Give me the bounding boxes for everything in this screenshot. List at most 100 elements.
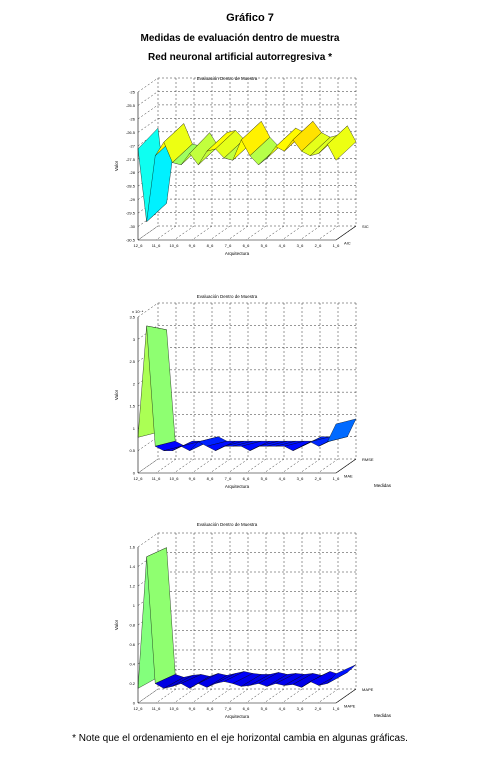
grid-line [317, 225, 339, 241]
x-tick-label: 4_6 [279, 476, 286, 481]
grid-line [137, 532, 159, 548]
z-axis-label: Medidas [374, 713, 392, 718]
grid-line [317, 458, 339, 474]
x-tick-label: 2_6 [315, 706, 322, 711]
grid-line [209, 458, 231, 474]
grid-line [281, 225, 303, 241]
y-axis-label: Valor [114, 619, 119, 630]
x-tick-label: 2_6 [315, 243, 322, 248]
chart-2: Evaluación Dentro de Muestra 0 0.5 1 1.5 2 2.5… [114, 294, 392, 489]
surface-patch [327, 125, 357, 161]
y-tick-label: 0.6 [129, 642, 135, 647]
y-tick-label: -27 [129, 143, 136, 148]
z-axis [335, 688, 357, 704]
depth-label: MAPE [362, 687, 374, 692]
y-tick-label: 1 [133, 603, 136, 608]
grid-line [299, 688, 321, 704]
x-tick-label: 4_6 [279, 706, 286, 711]
grid-line [245, 458, 267, 474]
y-tick-label: 0 [133, 471, 136, 476]
figure-subtitle: Medidas de evaluación dentro de muestra [140, 33, 340, 44]
chart-3: Evaluación Dentro de Muestra 0 0.2 0.4 0.6 0.… [114, 522, 392, 719]
grid-line [317, 688, 339, 704]
x-tick-label: 11_6 [152, 243, 161, 248]
x-tick-label: 1_6 [333, 476, 340, 481]
x-tick-label: 6_6 [243, 476, 250, 481]
y-tick-label: -26.5 [126, 130, 136, 135]
grid-line [137, 688, 159, 704]
x-tick-label: 7_6 [225, 243, 232, 248]
depth-label: SIC [362, 224, 369, 229]
x-tick-label: 10_6 [170, 243, 180, 248]
chart-title: Evaluación Dentro de Muestra [197, 522, 258, 527]
depth-label: AIC [344, 241, 351, 246]
x-tick-label: 11_6 [152, 476, 161, 481]
y-tick-label: 1.2 [129, 584, 135, 589]
grid-line [281, 688, 303, 704]
y-tick-label: 0.4 [129, 662, 135, 667]
x-tick-label: 5_6 [261, 243, 268, 248]
x-tick-label: 7_6 [225, 476, 232, 481]
x-tick-label: 5_6 [261, 706, 268, 711]
depth-label: MAPE [344, 704, 356, 709]
y-tick-label: -30 [129, 224, 136, 229]
y-tick-label: -29.5 [126, 211, 136, 216]
chart-title: Evaluación Dentro de Muestra [197, 294, 258, 299]
y-tick-label: 1.4 [129, 564, 135, 569]
x-tick-label: 9_6 [189, 706, 196, 711]
y-tick-label: -27.5 [126, 157, 136, 162]
grid-line [155, 458, 177, 474]
figure-title: Gráfico 7 [226, 12, 274, 24]
grid-line [263, 458, 285, 474]
grid-line [137, 225, 159, 241]
grid-line [191, 688, 213, 704]
x-tick-label: 12_6 [134, 706, 144, 711]
grid-line [299, 225, 321, 241]
grid-line [137, 458, 159, 474]
chart-title: Evaluación Dentro de Muestra [197, 76, 258, 81]
surface-patch [327, 664, 357, 684]
grid-line [137, 302, 159, 318]
y-tick-label: 3 [133, 337, 136, 342]
grid-line [245, 688, 267, 704]
x-tick-label: 8_6 [207, 243, 214, 248]
y-tick-label: 1.6 [129, 545, 135, 550]
y-tick-label: 0.5 [129, 448, 135, 453]
grid-line [209, 688, 231, 704]
x-tick-label: 5_6 [261, 476, 268, 481]
x-tick-label: 3_6 [297, 243, 304, 248]
grid-line [173, 458, 195, 474]
y-tick-label: 0 [133, 701, 136, 706]
y-tick-label: 0.8 [129, 623, 135, 628]
x-tick-label: 9_6 [189, 243, 196, 248]
y-scale-label: x 10⁻⁴ [132, 309, 144, 314]
grid-line [191, 458, 213, 474]
y-tick-label: -30.5 [126, 238, 136, 243]
grid-line [173, 688, 195, 704]
footnote: * Note que el ordenamiento en el eje hor… [72, 733, 408, 744]
grid-line [209, 225, 231, 241]
y-tick-label: 3.5 [129, 315, 135, 320]
y-tick-label: -25 [129, 90, 136, 95]
y-tick-label: -28 [129, 170, 136, 175]
grid-line [137, 77, 159, 93]
z-axis-label: Medidas [374, 483, 392, 488]
x-tick-label: 3_6 [297, 706, 304, 711]
depth-label: MAE [344, 474, 353, 479]
x-tick-label: 10_6 [170, 476, 180, 481]
grid-line [227, 458, 249, 474]
x-axis-label: Arquitectura [225, 251, 250, 256]
y-tick-label: -28.5 [126, 184, 136, 189]
x-tick-label: 8_6 [207, 476, 214, 481]
x-tick-label: 6_6 [243, 706, 250, 711]
y-tick-label: 2.5 [129, 359, 135, 364]
grid-line [155, 688, 177, 704]
y-tick-label: 2 [133, 381, 136, 386]
grid-line [227, 688, 249, 704]
grid-line [191, 225, 213, 241]
y-tick-label: -29 [129, 197, 136, 202]
grid-line [137, 104, 159, 120]
x-tick-label: 8_6 [207, 706, 214, 711]
x-tick-label: 3_6 [297, 476, 304, 481]
x-tick-label: 12_6 [134, 243, 144, 248]
